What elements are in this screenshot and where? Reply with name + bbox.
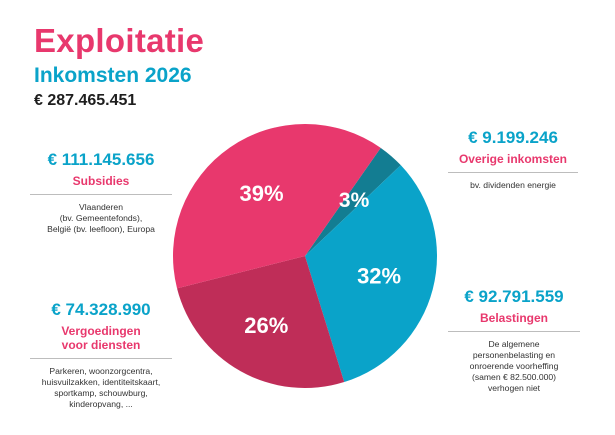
vergoedingen-label: Vergoedingen voor diensten — [30, 324, 172, 352]
page-title: Exploitatie — [34, 22, 205, 59]
pie-slice-subsidies — [173, 124, 381, 289]
pie-label-belastingen: 32% — [357, 263, 401, 288]
page-subtitle: Inkomsten 2026 — [34, 64, 192, 87]
pie-label-subsidies: 39% — [239, 181, 283, 206]
pie-slice-belastingen — [305, 165, 438, 383]
pie-label-vergoedingen: 26% — [244, 313, 288, 338]
pie-slice-vergoedingen — [177, 256, 345, 389]
overige-description: bv. dividenden energie — [448, 180, 578, 191]
subsidies-block: € 111.145.656 Subsidies Vlaanderen (bv. … — [30, 150, 172, 235]
belastingen-desc-line: De algemene — [488, 339, 540, 349]
overige-label: Overige inkomsten — [458, 152, 568, 166]
belastingen-desc-line: personenbelasting en — [472, 350, 556, 360]
overige-desc-line: bv. dividenden energie — [470, 180, 556, 190]
belastingen-desc-line: verhogen niet — [487, 383, 541, 393]
pie-slice-overige — [305, 147, 401, 256]
vergoedingen-desc-line: kinderopvang, ... — [69, 399, 133, 409]
vergoedingen-amount: € 74.328.990 — [51, 300, 151, 319]
overige-amount: € 9.199.246 — [468, 128, 558, 147]
vergoedingen-description: Parkeren, woonzorgcentra, huisvuilzakken… — [30, 366, 172, 410]
vergoedingen-desc-line: sportkamp, schouwburg, — [54, 388, 148, 398]
belastingen-desc-line: (samen € 82.500.000) — [471, 372, 557, 382]
subsidies-description: Vlaanderen (bv. Gemeentefonds), België (… — [30, 202, 172, 235]
vergoedingen-block: € 74.328.990 Vergoedingen voor diensten … — [30, 300, 172, 410]
subsidies-desc-line: Vlaanderen — [79, 202, 123, 212]
belastingen-description: De algemene personenbelasting en onroere… — [448, 339, 580, 394]
vergoedingen-desc-line: Parkeren, woonzorgcentra, — [49, 366, 153, 376]
belastingen-amount: € 92.791.559 — [464, 287, 564, 306]
vergoedingen-divider — [30, 358, 172, 359]
subsidies-desc-line: (bv. Gemeentefonds), — [59, 213, 143, 223]
belastingen-label: Belastingen — [479, 311, 548, 325]
vergoedingen-label-line: Vergoedingen — [61, 324, 141, 338]
total-amount: € 287.465.451 — [34, 92, 137, 109]
pie-label-overige: 3% — [339, 189, 370, 212]
belastingen-desc-line: onroerende voorheffing — [469, 361, 559, 371]
subsidies-label: Subsidies — [72, 174, 130, 188]
subsidies-divider — [30, 194, 172, 195]
overige-divider — [448, 172, 578, 173]
overige-block: € 9.199.246 Overige inkomsten bv. divide… — [448, 128, 578, 191]
subsidies-amount: € 111.145.656 — [47, 150, 155, 169]
vergoedingen-label-line: voor diensten — [61, 338, 141, 352]
subsidies-desc-line: België (bv. leefloon), Europa — [47, 224, 155, 234]
belastingen-divider — [448, 331, 580, 332]
vergoedingen-desc-line: huisvuilzakken, identiteitskaart, — [41, 377, 161, 387]
belastingen-block: € 92.791.559 Belastingen De algemene per… — [448, 287, 580, 394]
